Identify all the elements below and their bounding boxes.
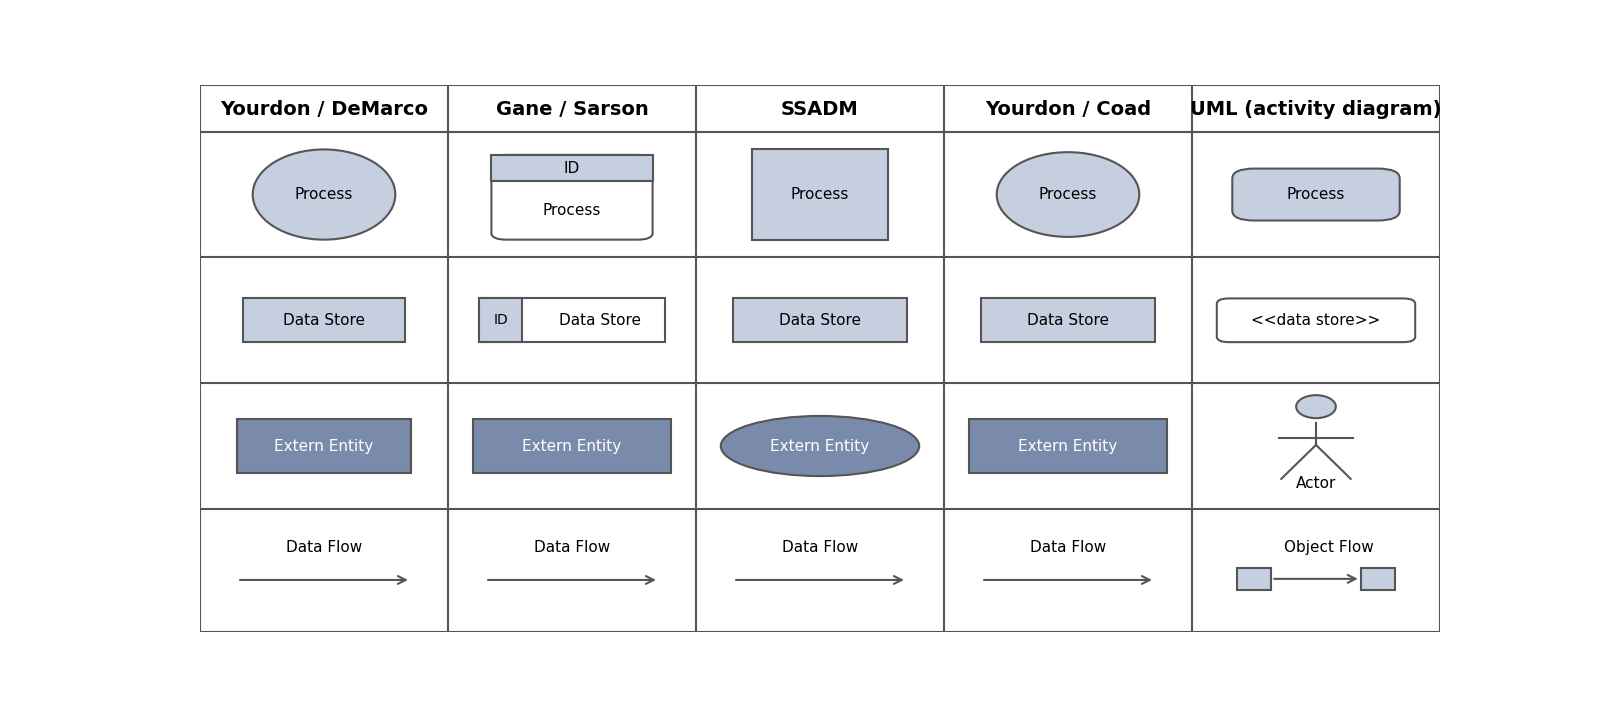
Text: <<data store>>: <<data store>> bbox=[1251, 313, 1381, 328]
Text: Process: Process bbox=[1038, 187, 1098, 202]
Text: Data Flow: Data Flow bbox=[1030, 540, 1106, 555]
Text: Object Flow: Object Flow bbox=[1283, 540, 1373, 555]
Text: Process: Process bbox=[790, 187, 850, 202]
Bar bbox=[237, 419, 411, 474]
FancyBboxPatch shape bbox=[1218, 298, 1416, 342]
Text: Actor: Actor bbox=[1296, 476, 1336, 491]
Bar bbox=[970, 419, 1168, 474]
Text: ID: ID bbox=[493, 313, 509, 327]
Text: Extern Entity: Extern Entity bbox=[1018, 439, 1118, 454]
Ellipse shape bbox=[253, 149, 395, 240]
Text: Yourdon / Coad: Yourdon / Coad bbox=[986, 100, 1150, 119]
Text: Data Flow: Data Flow bbox=[534, 540, 610, 555]
Text: Process: Process bbox=[294, 187, 354, 202]
Bar bbox=[243, 298, 405, 342]
Text: Data Store: Data Store bbox=[283, 313, 365, 328]
Text: Process: Process bbox=[542, 204, 602, 219]
Text: Extern Entity: Extern Entity bbox=[770, 439, 870, 454]
Text: Gane / Sarson: Gane / Sarson bbox=[496, 100, 648, 119]
Text: Data Store: Data Store bbox=[1027, 313, 1109, 328]
Bar bbox=[1360, 568, 1395, 590]
Bar bbox=[491, 155, 653, 181]
Text: Process: Process bbox=[1286, 187, 1346, 202]
Bar bbox=[478, 298, 666, 342]
FancyBboxPatch shape bbox=[1232, 168, 1400, 221]
Text: Yourdon / DeMarco: Yourdon / DeMarco bbox=[221, 100, 429, 119]
Text: ID: ID bbox=[563, 160, 581, 175]
Text: Extern Entity: Extern Entity bbox=[522, 439, 622, 454]
Bar bbox=[478, 298, 523, 342]
Bar bbox=[752, 149, 888, 240]
FancyBboxPatch shape bbox=[491, 155, 653, 240]
Bar bbox=[474, 419, 672, 474]
Text: Data Flow: Data Flow bbox=[782, 540, 858, 555]
Bar bbox=[981, 298, 1155, 342]
Bar bbox=[1237, 568, 1272, 590]
Text: Data Store: Data Store bbox=[558, 313, 642, 328]
Text: SSADM: SSADM bbox=[781, 100, 859, 119]
Text: Data Store: Data Store bbox=[779, 313, 861, 328]
Text: UML (activity diagram): UML (activity diagram) bbox=[1190, 100, 1442, 119]
Ellipse shape bbox=[997, 152, 1139, 237]
Bar bbox=[733, 298, 907, 342]
Text: Data Flow: Data Flow bbox=[286, 540, 362, 555]
Ellipse shape bbox=[1296, 395, 1336, 418]
Text: Extern Entity: Extern Entity bbox=[274, 439, 374, 454]
Ellipse shape bbox=[720, 416, 918, 476]
